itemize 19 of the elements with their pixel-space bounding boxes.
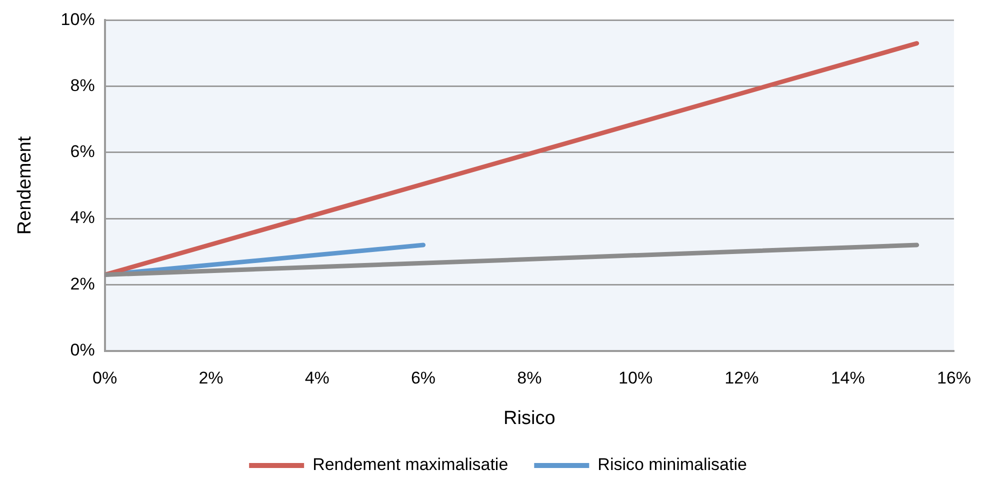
y-axis-title: Rendement [14,136,36,235]
x-tick-label: 0% [92,368,118,388]
x-axis-title: Risico [504,408,556,429]
y-tick-label: 10% [60,10,95,29]
x-tick-label: 14% [830,368,865,388]
x-tick-label: 6% [410,368,436,388]
x-tick-label: 8% [517,368,542,388]
x-tick-label: 10% [618,368,653,388]
y-tick-label: 8% [70,76,95,96]
x-tick-label: 16% [936,368,972,388]
y-tick-label: 4% [70,208,95,228]
x-tick-label: 12% [724,368,759,388]
x-tick-label: 2% [198,368,224,388]
x-tick-label: 4% [304,368,330,388]
y-tick-label: 0% [70,340,95,360]
y-tick-label: 2% [70,274,95,294]
y-tick-label: 6% [70,142,95,162]
legend-label: Rendement maximalisatie [312,455,508,474]
legend-label: Risico minimalisatie [598,455,747,474]
